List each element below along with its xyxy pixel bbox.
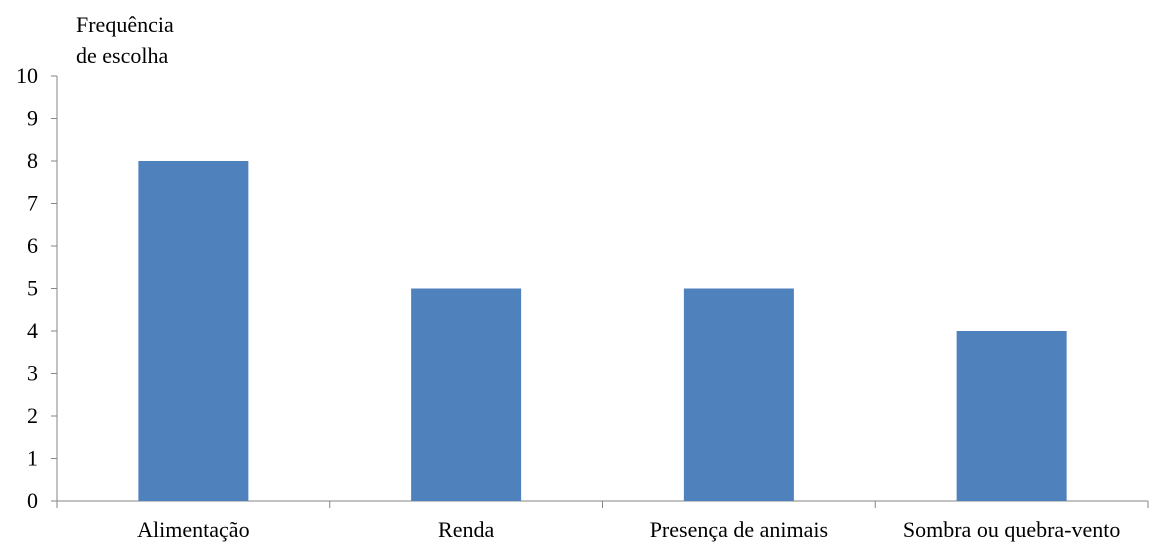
y-tick-label: 1 xyxy=(27,446,38,471)
x-category-label: Renda xyxy=(438,517,494,542)
y-tick-label: 6 xyxy=(27,233,38,258)
y-tick-label: 4 xyxy=(27,318,38,343)
bars xyxy=(138,161,1067,501)
y-tick-label: 10 xyxy=(16,63,38,88)
y-tick-label: 2 xyxy=(27,403,38,428)
x-category-label: Presença de animais xyxy=(650,517,828,542)
y-axis-label-line-2: de escolha xyxy=(76,43,169,68)
x-category-label: Sombra ou quebra-vento xyxy=(903,517,1121,542)
y-tick-label: 3 xyxy=(27,361,38,386)
y-tick-label: 9 xyxy=(27,106,38,131)
bar xyxy=(411,288,522,501)
y-tick-label: 8 xyxy=(27,148,38,173)
bar xyxy=(138,161,249,501)
x-axis-categories: Alimentação Renda Presença de animais Sombr… xyxy=(137,517,1120,542)
x-category-label: Alimentação xyxy=(137,517,249,542)
y-tick-label: 0 xyxy=(27,488,38,513)
y-axis-label-line-1: Frequência xyxy=(76,12,174,37)
y-tick-label: 5 xyxy=(27,276,38,301)
bar xyxy=(956,331,1067,501)
y-axis-ticks: 0 1 2 3 4 5 6 7 8 9 10 xyxy=(16,63,57,513)
y-tick-label: 7 xyxy=(27,191,38,216)
bar xyxy=(683,288,794,501)
